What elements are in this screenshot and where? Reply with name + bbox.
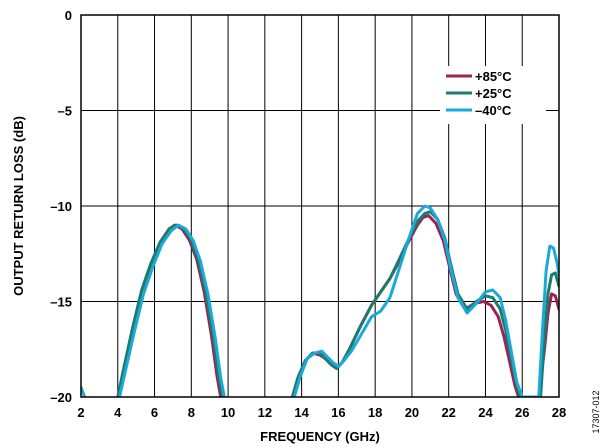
plot-frame [80, 14, 560, 398]
grid [81, 15, 559, 397]
y-tick-label: –5 [58, 104, 72, 119]
x-tick-labels: 2 4 6 8 10 12 14 16 18 20 22 24 26 28 [77, 405, 566, 420]
legend-label: –40°C [475, 103, 512, 118]
x-tick-label: 14 [294, 405, 309, 420]
y-tick-labels: 0 –5 –10 –15 –20 [50, 8, 72, 405]
figure-id: 17307-012 [591, 390, 601, 433]
y-tick-label: –20 [50, 390, 72, 405]
series-lines [81, 204, 559, 397]
x-axis-title: FREQUENCY (GHz) [260, 429, 380, 444]
y-axis-title: OUTPUT RETURN LOSS (dB) [11, 116, 26, 296]
legend-label: +25°C [475, 86, 512, 101]
x-tick-label: 12 [258, 405, 272, 420]
x-tick-label: 2 [77, 405, 84, 420]
x-tick-label: 20 [405, 405, 419, 420]
x-tick-label: 4 [114, 405, 122, 420]
x-tick-label: 6 [151, 405, 158, 420]
y-tick-label: –10 [50, 199, 72, 214]
legend-label: +85°C [475, 69, 512, 84]
y-tick-label: 0 [65, 8, 72, 23]
x-tick-label: 26 [515, 405, 529, 420]
x-tick-label: 16 [331, 405, 345, 420]
x-tick-label: 10 [221, 405, 235, 420]
y-tick-label: –15 [50, 295, 72, 310]
x-tick-label: 18 [368, 405, 382, 420]
x-tick-label: 8 [188, 405, 195, 420]
x-tick-label: 28 [552, 405, 566, 420]
x-tick-label: 22 [441, 405, 455, 420]
legend: +85°C +25°C –40°C [440, 66, 546, 124]
x-tick-label: 24 [478, 405, 493, 420]
